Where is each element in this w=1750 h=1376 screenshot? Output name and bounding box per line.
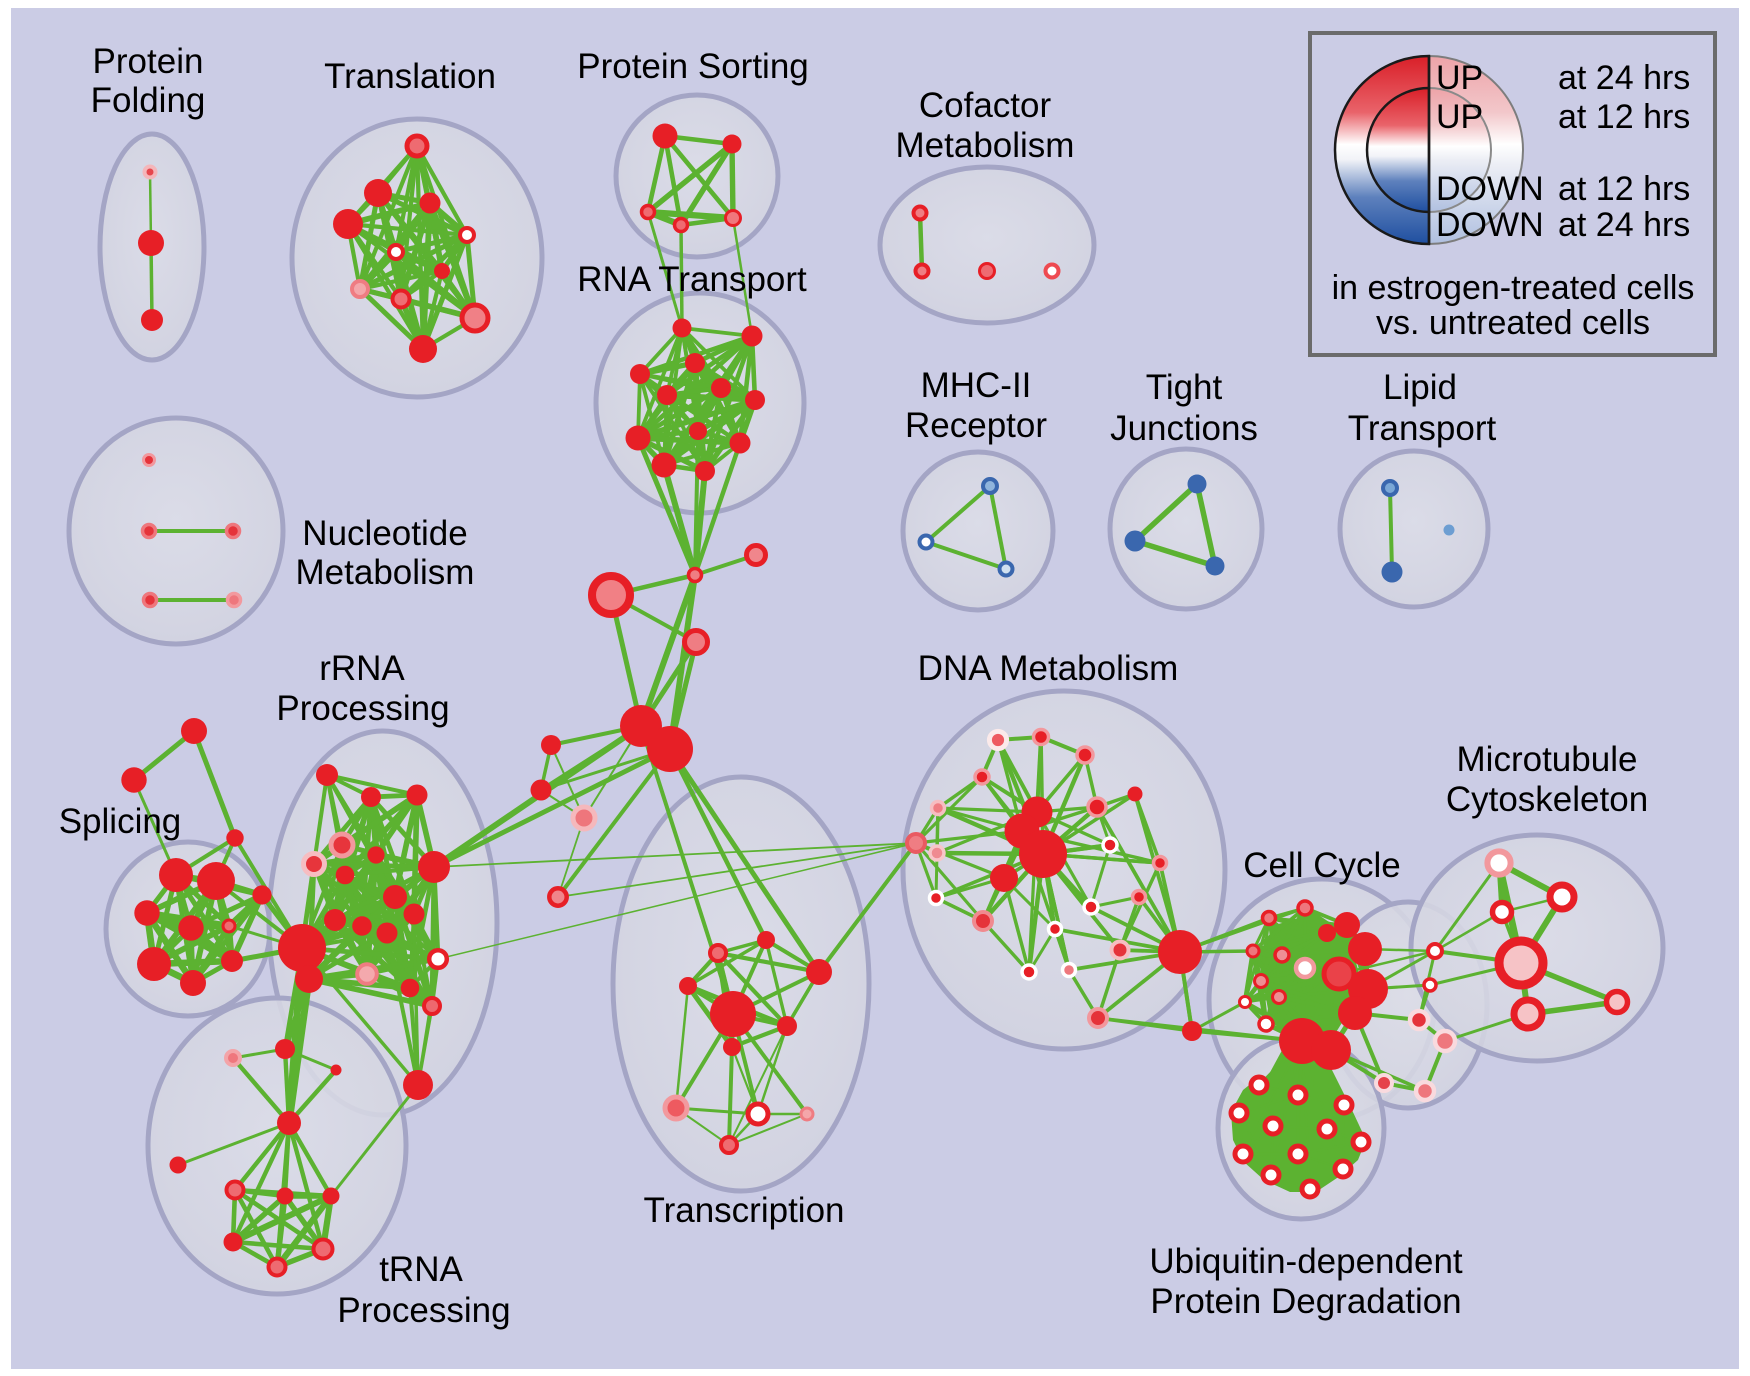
svg-text:Transport: Transport (1348, 409, 1497, 448)
svg-text:at 12 hrs: at 12 hrs (1558, 170, 1690, 208)
svg-text:MHC-II: MHC-II (921, 366, 1032, 405)
svg-text:at 24 hrs: at 24 hrs (1558, 59, 1690, 97)
svg-text:Metabolism: Metabolism (896, 126, 1075, 165)
svg-text:Protein Sorting: Protein Sorting (577, 47, 809, 86)
svg-text:UP: UP (1436, 59, 1483, 97)
svg-text:Splicing: Splicing (59, 802, 182, 841)
svg-text:Lipid: Lipid (1383, 368, 1457, 407)
svg-text:DOWN: DOWN (1436, 206, 1544, 244)
svg-text:tRNA: tRNA (379, 1250, 463, 1289)
svg-text:Junctions: Junctions (1110, 409, 1258, 448)
svg-text:Cytoskeleton: Cytoskeleton (1446, 780, 1648, 819)
svg-text:at 12 hrs: at 12 hrs (1558, 98, 1690, 136)
svg-text:Nucleotide: Nucleotide (302, 514, 467, 553)
svg-text:Protein: Protein (93, 42, 204, 81)
svg-text:Cell Cycle: Cell Cycle (1243, 846, 1401, 885)
svg-text:at 24 hrs: at 24 hrs (1558, 206, 1690, 244)
svg-text:Translation: Translation (324, 57, 496, 96)
svg-text:rRNA: rRNA (319, 649, 405, 688)
svg-text:Microtubule: Microtubule (1457, 740, 1638, 779)
svg-text:Processing: Processing (337, 1291, 510, 1330)
svg-text:Folding: Folding (91, 81, 206, 120)
svg-text:Transcription: Transcription (644, 1191, 845, 1230)
svg-text:UP: UP (1436, 98, 1483, 136)
svg-text:Ubiquitin-dependent: Ubiquitin-dependent (1149, 1242, 1463, 1281)
svg-text:Processing: Processing (276, 689, 449, 728)
svg-text:RNA Transport: RNA Transport (577, 260, 807, 299)
svg-text:DOWN: DOWN (1436, 170, 1544, 208)
svg-text:vs. untreated cells: vs. untreated cells (1376, 304, 1650, 342)
svg-text:Tight: Tight (1146, 368, 1223, 407)
svg-text:in estrogen-treated cells: in estrogen-treated cells (1332, 269, 1695, 307)
svg-text:Receptor: Receptor (905, 406, 1047, 445)
svg-text:Metabolism: Metabolism (296, 553, 475, 592)
svg-text:Protein Degradation: Protein Degradation (1150, 1282, 1461, 1321)
svg-text:Cofactor: Cofactor (919, 86, 1052, 125)
svg-text:DNA Metabolism: DNA Metabolism (918, 649, 1179, 688)
